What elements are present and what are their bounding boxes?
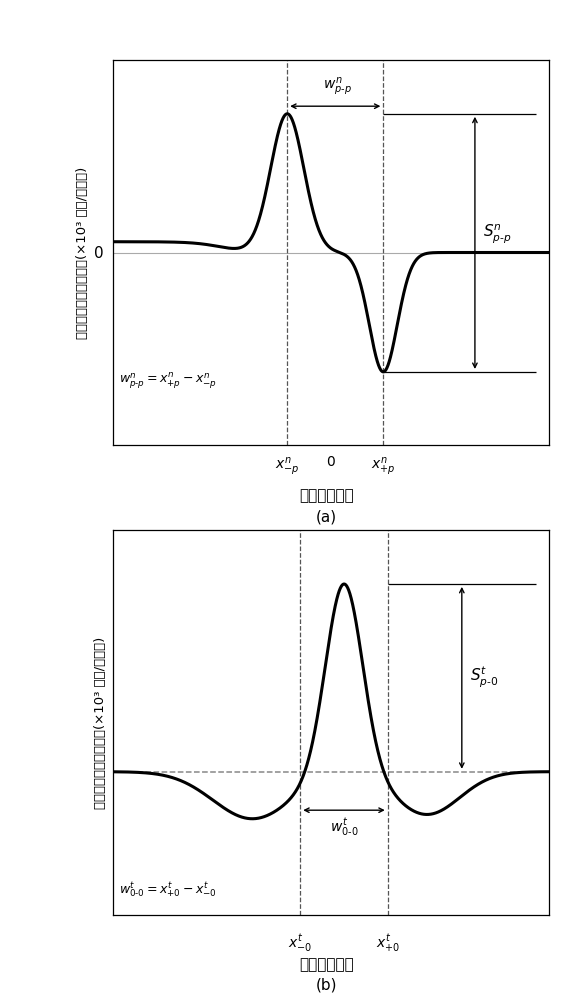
Text: $x^{n}_{+p}$: $x^{n}_{+p}$ bbox=[371, 455, 395, 477]
Text: $w^{n}_{p\text{-}p}$: $w^{n}_{p\text{-}p}$ bbox=[323, 75, 352, 97]
Text: (b): (b) bbox=[316, 978, 338, 993]
Text: $w^{t}_{0\text{-}0}=x^{t}_{+0}-x^{t}_{-0}$: $w^{t}_{0\text{-}0}=x^{t}_{+0}-x^{t}_{-0… bbox=[119, 881, 217, 900]
Y-axis label: 切向漏磁信号的梯度值(×10³ 安培/平方米): 切向漏磁信号的梯度值(×10³ 安培/平方米) bbox=[94, 636, 107, 809]
Text: $x^{t}_{+0}$: $x^{t}_{+0}$ bbox=[376, 932, 400, 954]
Text: $S^{t}_{p\text{-}0}$: $S^{t}_{p\text{-}0}$ bbox=[470, 665, 498, 690]
Text: 位置（毫米）: 位置（毫米） bbox=[299, 957, 354, 972]
Text: $x^{n}_{-p}$: $x^{n}_{-p}$ bbox=[275, 455, 299, 477]
Y-axis label: 法向漏磁信号的梯度值(×10³ 安培/平方米): 法向漏磁信号的梯度值(×10³ 安培/平方米) bbox=[76, 166, 88, 339]
Text: (a): (a) bbox=[316, 510, 337, 525]
Text: $w^{n}_{p\text{-}p}=x^{n}_{+p}-x^{n}_{-p}$: $w^{n}_{p\text{-}p}=x^{n}_{+p}-x^{n}_{-p… bbox=[119, 372, 217, 391]
Text: $w^{t}_{0\text{-}0}$: $w^{t}_{0\text{-}0}$ bbox=[329, 817, 358, 838]
Text: $0$: $0$ bbox=[326, 455, 336, 469]
Text: $x^{t}_{-0}$: $x^{t}_{-0}$ bbox=[288, 932, 313, 954]
Text: $S^{n}_{p\text{-}p}$: $S^{n}_{p\text{-}p}$ bbox=[483, 222, 512, 245]
Text: 位置（毫米）: 位置（毫米） bbox=[299, 488, 354, 503]
